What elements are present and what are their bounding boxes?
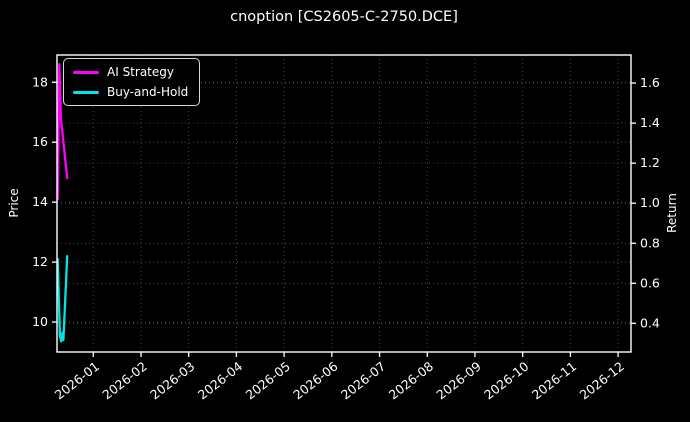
series-line-buy-and-hold	[56, 254, 69, 343]
x-tick-label: 2026-08	[386, 359, 436, 403]
y-right-tick-label: 1.2	[640, 155, 660, 170]
x-tick-label: 2026-06	[290, 359, 340, 403]
y-left-tick-label: 12	[32, 254, 48, 269]
legend-swatch-icon	[73, 90, 99, 94]
x-tick-label: 2026-10	[481, 359, 531, 403]
x-tick-label: 2026-04	[195, 359, 245, 403]
chart-title: cnoption [CS2605-C-2750.DCE]	[230, 9, 458, 25]
y-right-tick-label: 1.4	[640, 115, 660, 130]
legend-swatch-icon	[73, 70, 99, 74]
y-right-tick-label: 1.6	[640, 75, 660, 90]
legend-item: Buy-and-Hold	[73, 84, 188, 100]
y-left-tick-label: 16	[32, 134, 48, 149]
y-right-tick-label: 0.6	[640, 275, 660, 290]
y-left-tick-label: 14	[32, 194, 48, 209]
y-right-tick-label: 1.0	[640, 195, 660, 210]
legend-item: AI Strategy	[73, 64, 188, 80]
x-tick-label: 2026-01	[52, 359, 102, 403]
x-tick-label: 2026-07	[338, 359, 388, 403]
y-right-tick-label: 0.8	[640, 235, 660, 250]
legend-box: AI Strategy Buy-and-Hold	[63, 58, 201, 106]
legend-label: AI Strategy	[107, 65, 174, 79]
x-tick-label: 2026-02	[99, 359, 149, 403]
x-tick-label: 2026-09	[433, 359, 483, 403]
x-tick-label: 2026-03	[147, 359, 197, 403]
x-tick-label: 2026-05	[243, 359, 293, 403]
y-right-tick-label: 0.4	[640, 315, 660, 330]
y-left-tick-label: 10	[32, 314, 48, 329]
x-tick-label: 2026-11	[529, 359, 579, 403]
y-left-tick-label: 18	[32, 74, 48, 89]
legend-label: Buy-and-Hold	[107, 85, 189, 99]
x-tick-label: 2026-12	[577, 359, 627, 403]
series-line-ai-strategy	[56, 63, 69, 201]
